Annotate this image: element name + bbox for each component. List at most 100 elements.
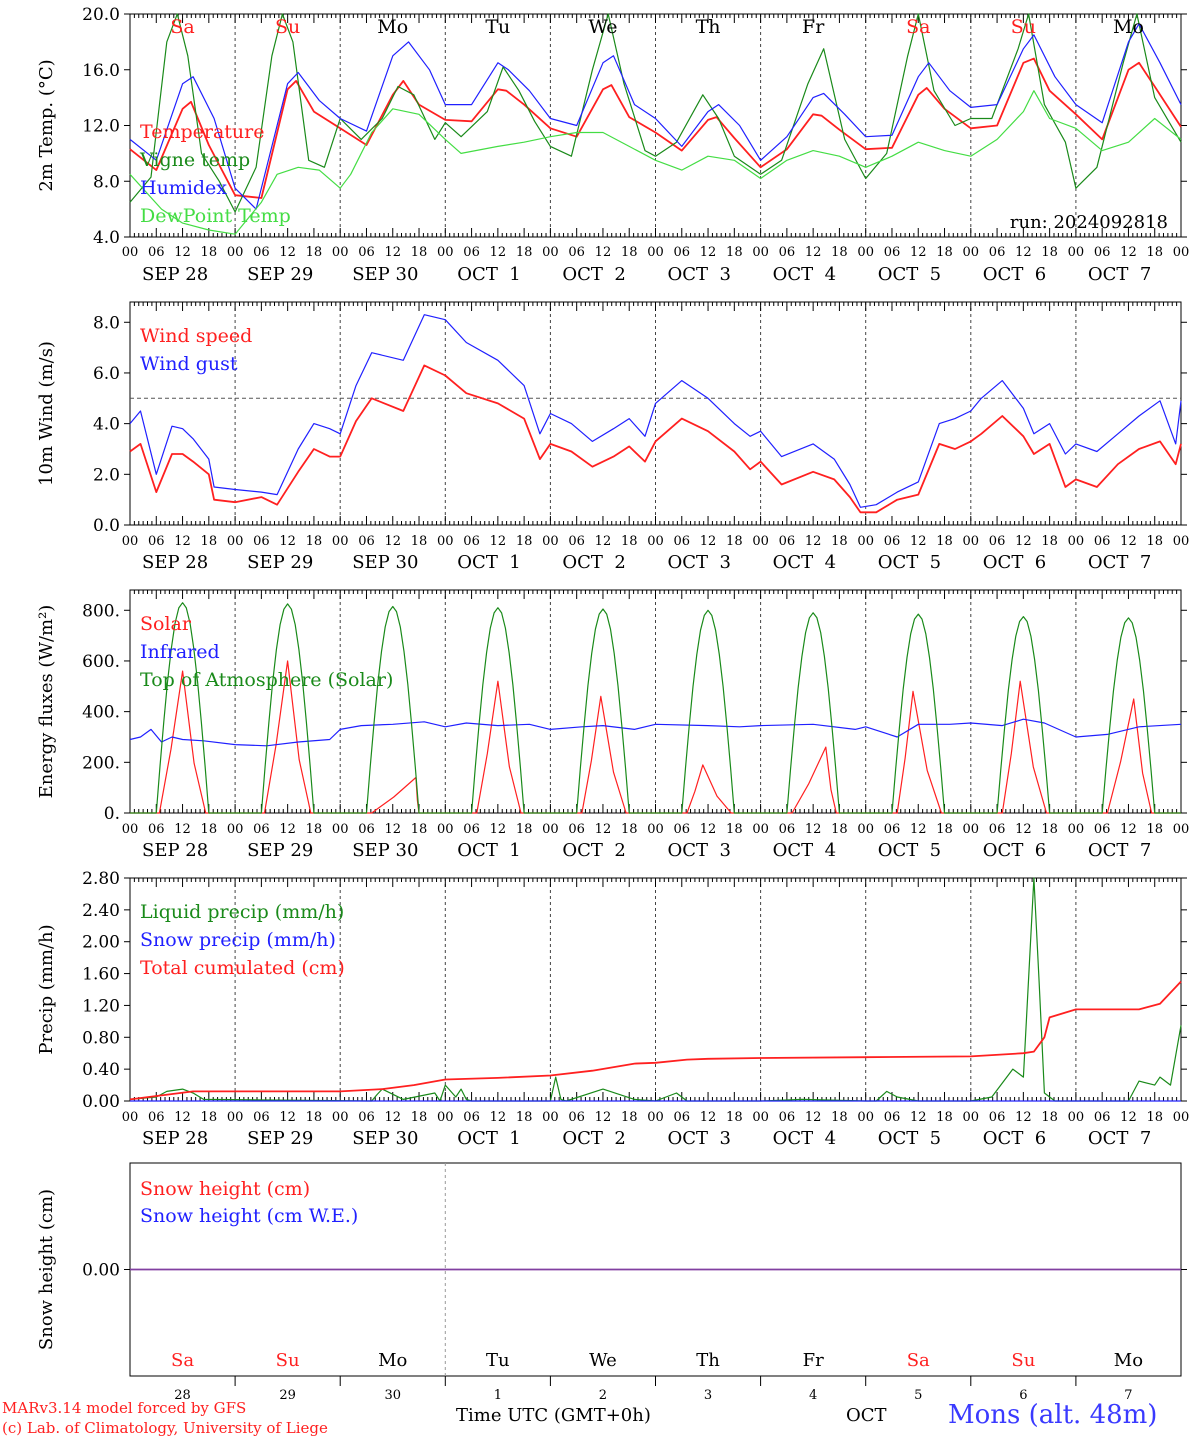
series-line [129,23,1182,210]
copyright-credit: (c) Lab. of Climatology, University of L… [2,1419,328,1437]
hour-tick-label: 12 [1120,822,1137,837]
series-line [129,718,1182,747]
hour-tick-label: 06 [884,822,901,837]
hour-tick-label: 18 [516,822,533,837]
hour-tick-label: 12 [910,245,927,260]
hour-tick-label: 00 [752,245,769,260]
hour-tick-label: 18 [1146,245,1163,260]
hour-tick-label: 06 [463,245,480,260]
date-label: OCT 1 [457,264,520,285]
hour-tick-label: 06 [989,822,1006,837]
y-tick-label: 16.0 [82,61,120,81]
date-label: OCT 5 [878,1128,941,1149]
hour-tick-label: 12 [384,822,401,837]
hour-tick-label: 12 [595,534,612,549]
hour-tick-label: 18 [726,822,743,837]
hour-tick-label: 12 [384,534,401,549]
weekday-label: Mo [1114,1350,1143,1371]
date-label: SEP 30 [352,1128,418,1149]
hour-tick-label: 06 [1094,822,1111,837]
y-tick-label: 6.0 [93,364,120,384]
date-label: OCT 1 [457,1128,520,1149]
run-label: run: 2024092818 [1010,212,1168,233]
hour-tick-label: 18 [726,1110,743,1125]
legend-entry: Wind speed [140,325,252,347]
series-line [129,13,1182,213]
series-line [129,314,1182,508]
hour-tick-label: 00 [332,245,349,260]
weekday-label: Su [1011,1350,1035,1371]
hour-tick-label: 00 [332,534,349,549]
hour-tick-label: 00 [542,245,559,260]
hour-tick-label: 00 [752,822,769,837]
hour-tick-label: 12 [805,245,822,260]
hour-tick-label: 00 [752,534,769,549]
date-label: OCT 7 [1088,552,1151,573]
hour-tick-label: 18 [621,534,638,549]
y-tick-label: 0. [104,804,120,824]
weekday-label: Mo [377,16,408,38]
hour-tick-label: 00 [647,245,664,260]
date-label: SEP 30 [352,264,418,285]
date-label: SEP 28 [142,264,208,285]
hour-tick-label: 06 [463,1110,480,1125]
weekday-label: Th [696,16,721,38]
hour-tick-label: 06 [779,534,796,549]
y-tick-label: 2.80 [82,869,120,889]
hour-tick-label: 06 [1094,534,1111,549]
hour-tick-label: 06 [779,1110,796,1125]
hour-tick-label: 00 [542,822,559,837]
hour-tick-label: 18 [1041,534,1058,549]
time-axis-label: Time UTC (GMT+0h) [456,1405,651,1426]
y-axis-label: Precip (mm/h) [36,924,57,1054]
panel-3 [124,589,1187,814]
y-tick-label: 1.60 [82,965,120,985]
weekday-label: Fr [802,16,825,38]
day-number-label: 3 [704,1388,712,1403]
hour-tick-label: 18 [726,534,743,549]
day-number-label: 4 [809,1388,817,1403]
hour-tick-label: 00 [1068,822,1085,837]
date-label: OCT 6 [983,552,1046,573]
legend-entry: Top of Atmosphere (Solar) [140,669,393,691]
date-label: OCT 4 [773,264,836,285]
hour-tick-label: 12 [910,534,927,549]
legend-entry: Snow precip (mm/h) [140,929,336,951]
month-label: OCT [846,1405,887,1426]
y-axis-label: Snow height (cm) [36,1189,57,1350]
hour-tick-label: 18 [1146,1110,1163,1125]
y-tick-label: 8.0 [93,313,120,333]
legend-entry: Infrared [140,641,220,663]
date-label: OCT 3 [668,264,731,285]
date-label: OCT 7 [1088,264,1151,285]
y-tick-label: 2.0 [93,465,120,485]
day-number-label: 29 [279,1388,296,1403]
hour-tick-label: 12 [910,1110,927,1125]
date-label: OCT 4 [773,840,836,861]
hour-tick-label: 06 [358,245,375,260]
hour-tick-label: 18 [1041,1110,1058,1125]
hour-tick-label: 00 [122,245,139,260]
hour-tick-label: 00 [963,822,980,837]
hour-tick-label: 18 [306,245,323,260]
series-line [129,980,1182,1101]
hour-tick-label: 18 [306,822,323,837]
hour-tick-label: 06 [253,245,270,260]
date-label: OCT 3 [668,1128,731,1149]
hour-tick-label: 06 [884,534,901,549]
hour-tick-label: 00 [437,822,454,837]
hour-tick-label: 18 [1146,534,1163,549]
hour-tick-label: 06 [779,245,796,260]
date-label: OCT 1 [457,840,520,861]
date-label: OCT 3 [668,840,731,861]
weekday-label: Sa [906,16,930,38]
hour-tick-label: 00 [1173,1110,1190,1125]
hour-tick-label: 18 [411,822,428,837]
hour-tick-label: 00 [332,1110,349,1125]
legend-entry: Snow height (cm W.E.) [140,1205,358,1227]
date-label: OCT 6 [983,264,1046,285]
hour-tick-label: 18 [726,245,743,260]
hour-tick-label: 18 [1041,822,1058,837]
hour-tick-label: 00 [1173,534,1190,549]
y-tick-label: 0.00 [82,1261,120,1281]
